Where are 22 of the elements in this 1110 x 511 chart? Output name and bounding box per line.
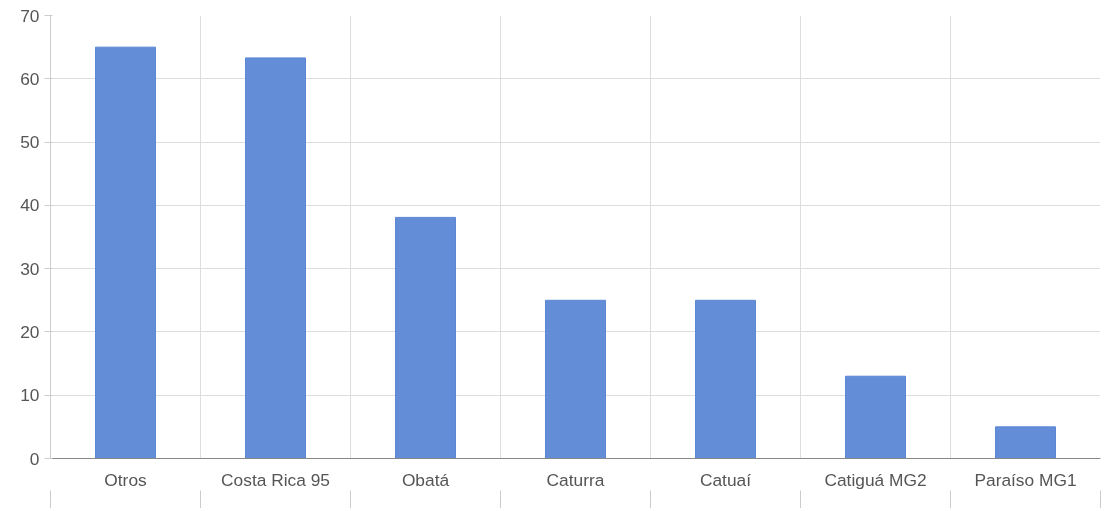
y-tick-label: 60 [20, 68, 40, 89]
bar [245, 57, 306, 459]
x-tick-label: Otros [104, 469, 148, 490]
y-tick-label: 40 [20, 195, 40, 216]
x-tick-label: Catiguá MG2 [824, 469, 927, 490]
bar [95, 46, 156, 459]
y-tick-label: 50 [20, 132, 40, 153]
y-tick-label: 0 [29, 448, 40, 469]
x-tick-label: Paraíso MG1 [974, 469, 1077, 490]
x-tick-label: Obatá [401, 469, 450, 490]
x-tick-label: Costa Rica 95 [221, 469, 330, 490]
bar [395, 216, 456, 459]
y-tick-label: 70 [20, 5, 40, 26]
x-tick-label: Catuaí [699, 469, 752, 490]
y-tick-label: 30 [20, 258, 40, 279]
y-tick-label: 20 [20, 321, 40, 342]
bar [845, 375, 906, 459]
y-tick-label: 10 [20, 385, 40, 406]
bar [695, 299, 756, 459]
bar [995, 426, 1056, 459]
x-tick-label: Caturra [546, 469, 605, 490]
bar [545, 299, 606, 459]
